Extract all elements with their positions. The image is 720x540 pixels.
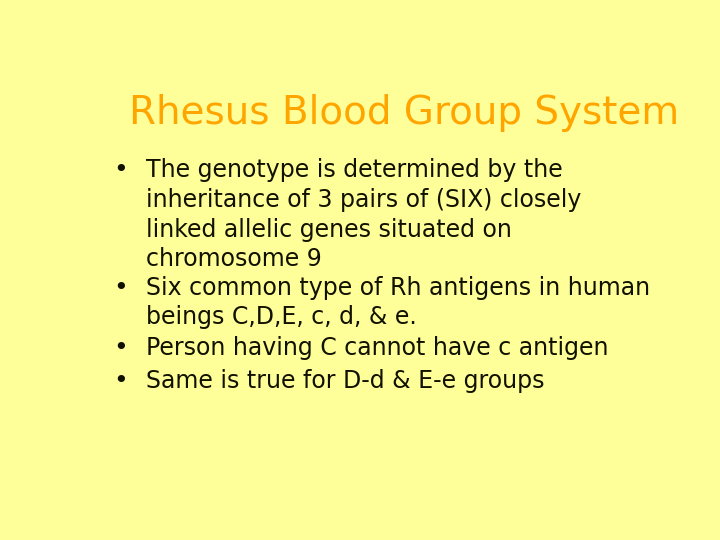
Text: Same is true for D-d & E-e groups: Same is true for D-d & E-e groups xyxy=(145,369,544,393)
Text: •: • xyxy=(113,336,128,360)
Text: Person having C cannot have c antigen: Person having C cannot have c antigen xyxy=(145,336,608,360)
Text: Rhesus Blood Group System: Rhesus Blood Group System xyxy=(129,94,679,132)
Text: •: • xyxy=(113,158,128,183)
Text: Six common type of Rh antigens in human
beings C,D,E, c, d, & e.: Six common type of Rh antigens in human … xyxy=(145,275,650,329)
Text: •: • xyxy=(113,275,128,300)
Text: •: • xyxy=(113,369,128,393)
Text: The genotype is determined by the
inheritance of 3 pairs of (SIX) closely
linked: The genotype is determined by the inheri… xyxy=(145,158,581,272)
